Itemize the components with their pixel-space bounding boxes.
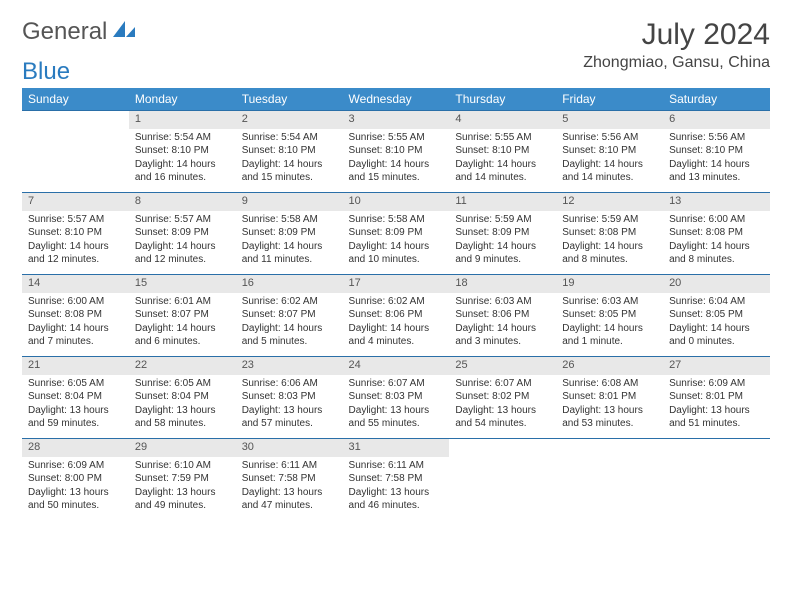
calendar-body: 123456Sunrise: 5:54 AMSunset: 8:10 PMDay… — [22, 111, 770, 521]
day-content-cell: Sunrise: 6:00 AMSunset: 8:08 PMDaylight:… — [22, 293, 129, 357]
day-number-cell — [663, 439, 770, 457]
day-number-cell: 25 — [449, 357, 556, 375]
day-content-cell: Sunrise: 6:01 AMSunset: 8:07 PMDaylight:… — [129, 293, 236, 357]
day-content-cell: Sunrise: 6:11 AMSunset: 7:58 PMDaylight:… — [343, 457, 450, 521]
weekday-header: Tuesday — [236, 88, 343, 111]
day-content-cell — [22, 129, 129, 193]
day-number-cell: 14 — [22, 275, 129, 293]
day-content-cell: Sunrise: 5:55 AMSunset: 8:10 PMDaylight:… — [449, 129, 556, 193]
day-number-cell: 11 — [449, 193, 556, 211]
day-number-cell: 2 — [236, 111, 343, 129]
day-number-cell: 5 — [556, 111, 663, 129]
day-number-cell: 20 — [663, 275, 770, 293]
day-content-row: Sunrise: 6:00 AMSunset: 8:08 PMDaylight:… — [22, 293, 770, 357]
day-content-cell: Sunrise: 5:57 AMSunset: 8:10 PMDaylight:… — [22, 211, 129, 275]
day-content-cell: Sunrise: 6:03 AMSunset: 8:05 PMDaylight:… — [556, 293, 663, 357]
day-number-cell — [449, 439, 556, 457]
logo: General — [22, 18, 139, 46]
weekday-header: Monday — [129, 88, 236, 111]
day-number-cell: 3 — [343, 111, 450, 129]
day-number-cell: 13 — [663, 193, 770, 211]
day-content-row: Sunrise: 5:54 AMSunset: 8:10 PMDaylight:… — [22, 129, 770, 193]
day-content-cell: Sunrise: 5:58 AMSunset: 8:09 PMDaylight:… — [343, 211, 450, 275]
day-number-cell: 4 — [449, 111, 556, 129]
day-content-cell: Sunrise: 5:56 AMSunset: 8:10 PMDaylight:… — [556, 129, 663, 193]
day-content-cell: Sunrise: 5:54 AMSunset: 8:10 PMDaylight:… — [129, 129, 236, 193]
day-content-cell — [663, 457, 770, 521]
weekday-header: Saturday — [663, 88, 770, 111]
day-number-row: 14151617181920 — [22, 275, 770, 293]
day-content-cell: Sunrise: 6:07 AMSunset: 8:02 PMDaylight:… — [449, 375, 556, 439]
weekday-header: Wednesday — [343, 88, 450, 111]
day-content-cell: Sunrise: 6:04 AMSunset: 8:05 PMDaylight:… — [663, 293, 770, 357]
day-content-cell: Sunrise: 6:06 AMSunset: 8:03 PMDaylight:… — [236, 375, 343, 439]
day-number-cell: 26 — [556, 357, 663, 375]
day-number-cell: 6 — [663, 111, 770, 129]
logo-text-1: General — [22, 18, 107, 46]
day-number-cell: 28 — [22, 439, 129, 457]
day-number-row: 28293031 — [22, 439, 770, 457]
day-content-cell: Sunrise: 6:09 AMSunset: 8:00 PMDaylight:… — [22, 457, 129, 521]
day-number-cell: 30 — [236, 439, 343, 457]
day-content-cell: Sunrise: 6:00 AMSunset: 8:08 PMDaylight:… — [663, 211, 770, 275]
day-number-cell: 12 — [556, 193, 663, 211]
day-content-cell: Sunrise: 6:02 AMSunset: 8:07 PMDaylight:… — [236, 293, 343, 357]
day-number-cell: 31 — [343, 439, 450, 457]
day-content-row: Sunrise: 6:09 AMSunset: 8:00 PMDaylight:… — [22, 457, 770, 521]
day-content-cell: Sunrise: 6:05 AMSunset: 8:04 PMDaylight:… — [22, 375, 129, 439]
day-content-cell: Sunrise: 5:58 AMSunset: 8:09 PMDaylight:… — [236, 211, 343, 275]
day-number-cell: 18 — [449, 275, 556, 293]
day-number-cell: 24 — [343, 357, 450, 375]
day-content-cell — [556, 457, 663, 521]
day-content-cell: Sunrise: 6:02 AMSunset: 8:06 PMDaylight:… — [343, 293, 450, 357]
day-content-cell: Sunrise: 5:54 AMSunset: 8:10 PMDaylight:… — [236, 129, 343, 193]
day-number-cell: 9 — [236, 193, 343, 211]
logo-sail-icon — [111, 18, 137, 46]
day-content-cell: Sunrise: 6:03 AMSunset: 8:06 PMDaylight:… — [449, 293, 556, 357]
day-content-cell: Sunrise: 6:11 AMSunset: 7:58 PMDaylight:… — [236, 457, 343, 521]
weekday-header: Sunday — [22, 88, 129, 111]
day-number-cell: 1 — [129, 111, 236, 129]
day-number-row: 123456 — [22, 111, 770, 129]
day-content-cell: Sunrise: 6:08 AMSunset: 8:01 PMDaylight:… — [556, 375, 663, 439]
day-content-cell — [449, 457, 556, 521]
day-content-cell: Sunrise: 6:09 AMSunset: 8:01 PMDaylight:… — [663, 375, 770, 439]
day-number-cell: 22 — [129, 357, 236, 375]
day-number-cell: 19 — [556, 275, 663, 293]
day-number-row: 78910111213 — [22, 193, 770, 211]
day-content-cell: Sunrise: 5:59 AMSunset: 8:08 PMDaylight:… — [556, 211, 663, 275]
day-number-cell: 29 — [129, 439, 236, 457]
day-number-row: 21222324252627 — [22, 357, 770, 375]
day-content-cell: Sunrise: 6:07 AMSunset: 8:03 PMDaylight:… — [343, 375, 450, 439]
day-number-cell: 10 — [343, 193, 450, 211]
day-number-cell: 27 — [663, 357, 770, 375]
day-number-cell: 23 — [236, 357, 343, 375]
day-number-cell — [22, 111, 129, 129]
day-content-cell: Sunrise: 6:10 AMSunset: 7:59 PMDaylight:… — [129, 457, 236, 521]
weekday-header: Friday — [556, 88, 663, 111]
day-content-cell: Sunrise: 5:59 AMSunset: 8:09 PMDaylight:… — [449, 211, 556, 275]
day-number-cell: 8 — [129, 193, 236, 211]
day-content-row: Sunrise: 5:57 AMSunset: 8:10 PMDaylight:… — [22, 211, 770, 275]
calendar-table: SundayMondayTuesdayWednesdayThursdayFrid… — [22, 88, 770, 521]
day-number-cell: 21 — [22, 357, 129, 375]
day-content-cell: Sunrise: 5:55 AMSunset: 8:10 PMDaylight:… — [343, 129, 450, 193]
day-content-cell: Sunrise: 6:05 AMSunset: 8:04 PMDaylight:… — [129, 375, 236, 439]
day-number-cell: 17 — [343, 275, 450, 293]
day-content-cell: Sunrise: 5:56 AMSunset: 8:10 PMDaylight:… — [663, 129, 770, 193]
day-number-cell: 7 — [22, 193, 129, 211]
day-number-cell: 16 — [236, 275, 343, 293]
month-title: July 2024 — [583, 18, 770, 52]
day-number-cell — [556, 439, 663, 457]
weekday-header-row: SundayMondayTuesdayWednesdayThursdayFrid… — [22, 88, 770, 111]
logo-text-2: Blue — [22, 58, 770, 86]
day-content-row: Sunrise: 6:05 AMSunset: 8:04 PMDaylight:… — [22, 375, 770, 439]
weekday-header: Thursday — [449, 88, 556, 111]
day-content-cell: Sunrise: 5:57 AMSunset: 8:09 PMDaylight:… — [129, 211, 236, 275]
day-number-cell: 15 — [129, 275, 236, 293]
